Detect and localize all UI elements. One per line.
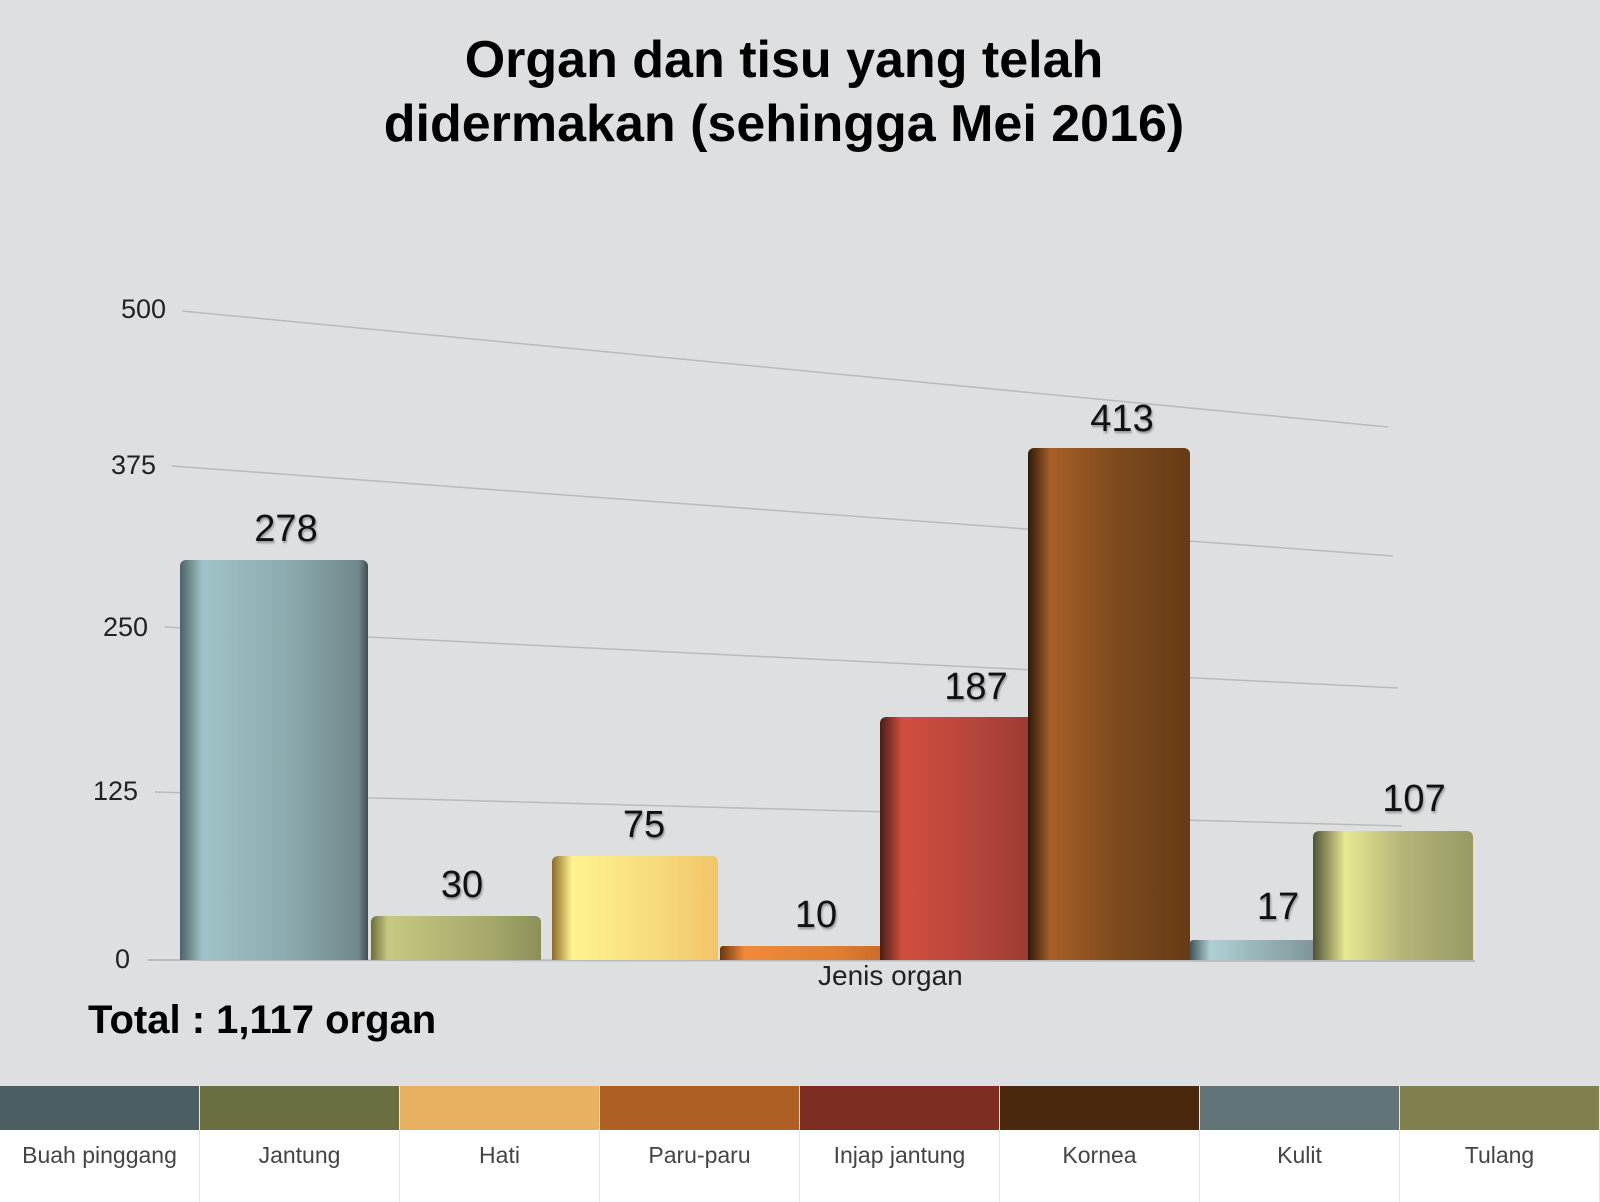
legend-label: Jantung bbox=[200, 1130, 399, 1202]
legend-swatch bbox=[200, 1086, 399, 1130]
bar-value-buah-pinggang: 278 bbox=[254, 508, 318, 550]
legend-swatch bbox=[1000, 1086, 1199, 1130]
y-tick-375: 375 bbox=[110, 450, 156, 480]
chart-title: Organ dan tisu yang telah didermakan (se… bbox=[0, 28, 1568, 156]
total-annotation: Total : 1,117 organ bbox=[88, 998, 437, 1042]
legend-label: Buah pinggang bbox=[0, 1130, 199, 1202]
chart-title-line2: didermakan (sehingga Mei 2016) bbox=[383, 95, 1185, 153]
y-tick-0: 0 bbox=[114, 944, 130, 974]
bar-paru-paru bbox=[720, 946, 884, 960]
bar-value-jantung: 30 bbox=[440, 864, 484, 906]
bar-kornea bbox=[1028, 448, 1190, 960]
bar-kulit bbox=[1190, 940, 1337, 960]
legend-label: Tulang bbox=[1400, 1130, 1599, 1202]
legend-swatch bbox=[0, 1086, 199, 1130]
legend-item-buah-pinggang: Buah pinggang bbox=[0, 1086, 200, 1202]
chart-title-line1: Organ dan tisu yang telah bbox=[464, 31, 1104, 89]
y-tick-125: 125 bbox=[92, 776, 138, 806]
legend-item-paru-paru: Paru-paru bbox=[600, 1086, 800, 1202]
legend-label: Kulit bbox=[1200, 1130, 1399, 1202]
legend-item-kornea: Kornea bbox=[1000, 1086, 1200, 1202]
bar-buah-pinggang bbox=[180, 560, 368, 960]
plot-area: 500 375 250 125 0 278 30 75 10 187 413 1… bbox=[92, 294, 1476, 991]
y-tick-500: 500 bbox=[120, 294, 166, 324]
bar-value-kornea: 413 bbox=[1090, 398, 1154, 440]
bar-value-paru-paru: 10 bbox=[794, 894, 838, 936]
bar-value-kulit: 17 bbox=[1256, 886, 1300, 928]
legend-label: Injap jantung bbox=[800, 1130, 999, 1202]
legend-label: Paru-paru bbox=[600, 1130, 799, 1202]
legend-label: Hati bbox=[400, 1130, 599, 1202]
bar-hati bbox=[552, 856, 718, 960]
bar-value-hati: 75 bbox=[622, 804, 666, 846]
bar-value-tulang: 107 bbox=[1382, 778, 1446, 820]
legend-item-injap-jantung: Injap jantung bbox=[800, 1086, 1000, 1202]
legend-item-tulang: Tulang bbox=[1400, 1086, 1600, 1202]
legend-swatch bbox=[1200, 1086, 1399, 1130]
bar-value-injap-jantung: 187 bbox=[944, 666, 1008, 708]
legend-label: Kornea bbox=[1000, 1130, 1199, 1202]
legend-swatch bbox=[600, 1086, 799, 1130]
bar-tulang bbox=[1313, 831, 1473, 960]
legend-swatch bbox=[400, 1086, 599, 1130]
legend-item-jantung: Jantung bbox=[200, 1086, 400, 1202]
legend-swatch bbox=[800, 1086, 999, 1130]
legend-swatch bbox=[1400, 1086, 1599, 1130]
legend: Buah pinggang Jantung Hati Paru-paru Inj… bbox=[0, 1086, 1600, 1202]
x-axis-label: Jenis organ bbox=[818, 960, 963, 991]
bar-jantung bbox=[371, 916, 541, 960]
legend-item-kulit: Kulit bbox=[1200, 1086, 1400, 1202]
y-tick-250: 250 bbox=[102, 612, 148, 642]
bar-injap-jantung bbox=[880, 717, 1040, 960]
legend-item-hati: Hati bbox=[400, 1086, 600, 1202]
